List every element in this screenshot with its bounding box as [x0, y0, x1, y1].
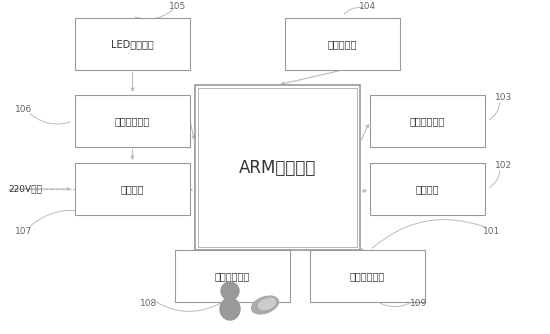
Text: 调光驱动模块: 调光驱动模块: [115, 116, 150, 126]
FancyBboxPatch shape: [195, 85, 360, 250]
Ellipse shape: [258, 298, 276, 310]
Text: 107: 107: [15, 226, 32, 235]
Text: ARM控制模块: ARM控制模块: [239, 159, 316, 176]
Text: 103: 103: [496, 93, 513, 102]
FancyBboxPatch shape: [370, 95, 485, 147]
Text: LED阵列模块: LED阵列模块: [111, 39, 154, 49]
Text: 109: 109: [410, 299, 428, 308]
Ellipse shape: [251, 296, 278, 314]
FancyBboxPatch shape: [370, 163, 485, 215]
Text: 104: 104: [360, 1, 377, 10]
Text: 电源模块: 电源模块: [121, 184, 144, 194]
Text: 101: 101: [483, 226, 500, 235]
Text: 蓝牙通讯模块: 蓝牙通讯模块: [215, 271, 250, 281]
Text: 音频输出模块: 音频输出模块: [350, 271, 385, 281]
FancyBboxPatch shape: [285, 18, 400, 70]
Circle shape: [221, 282, 239, 300]
Text: 紫外线模块: 紫外线模块: [328, 39, 357, 49]
Text: 102: 102: [496, 161, 513, 169]
Text: 106: 106: [15, 105, 32, 114]
FancyBboxPatch shape: [310, 250, 425, 302]
Text: 108: 108: [140, 299, 158, 308]
Text: 220V市电: 220V市电: [8, 184, 42, 193]
FancyBboxPatch shape: [175, 250, 290, 302]
Ellipse shape: [220, 298, 240, 320]
Text: 光强测量模块: 光强测量模块: [410, 116, 445, 126]
FancyBboxPatch shape: [75, 95, 190, 147]
Text: 时钟模块: 时钟模块: [416, 184, 439, 194]
FancyBboxPatch shape: [75, 18, 190, 70]
Text: 105: 105: [169, 1, 186, 10]
FancyBboxPatch shape: [75, 163, 190, 215]
